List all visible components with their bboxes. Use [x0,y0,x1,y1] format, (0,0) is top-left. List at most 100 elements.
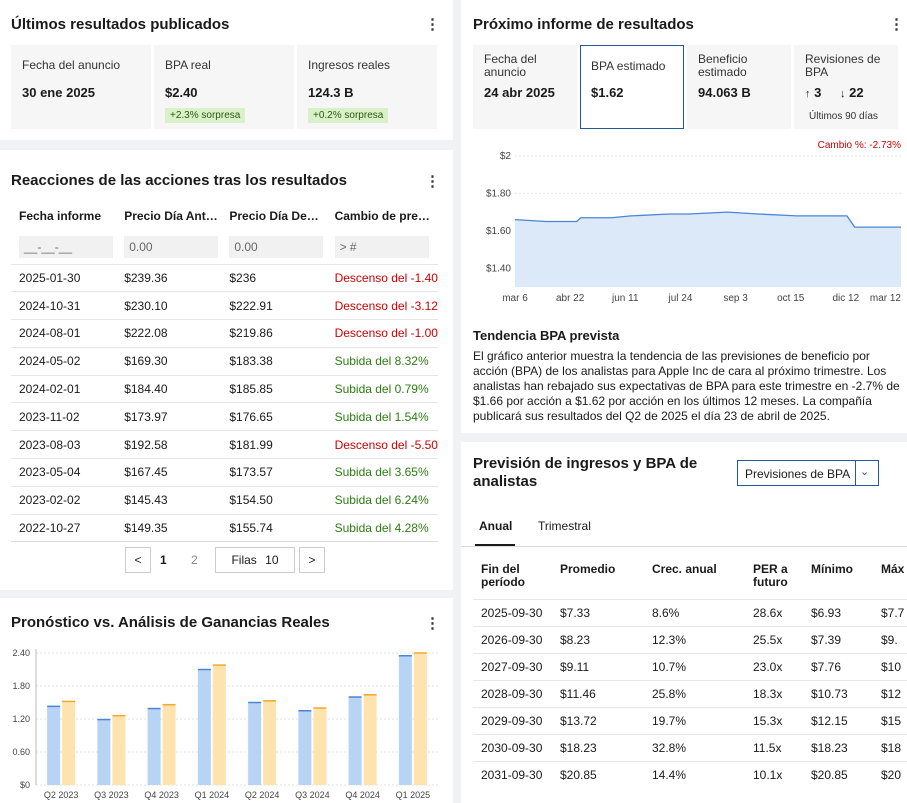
next-report-title: Próximo informe de resultados [473,16,694,33]
x-tick-label: mar 12 [870,293,902,304]
estimate-bar [47,706,60,785]
page-2-button[interactable]: 2 [191,553,198,567]
estimate-bar [399,656,412,785]
y-tick-label: $0 [20,780,30,790]
col-price-after[interactable]: Precio Día De… [221,202,326,230]
x-tick-label: Q2 2023 [44,790,79,800]
table-row: 2029-09-30 $13.72 19.7% 15.3x $12.15 $15 [473,707,907,734]
x-tick-label: Q1 2024 [195,790,230,800]
estimate-bar [148,709,161,785]
col-annual-growth[interactable]: Crec. anual [644,554,745,599]
table-row: 2023-05-04 $167.45 $173.57 Subida del 3.65% [11,459,438,487]
col-average[interactable]: Promedio [552,554,644,599]
actual-bar [364,695,377,785]
actual-bar [213,665,226,785]
rows-per-page-select[interactable]: Filas 10 [215,547,295,573]
estimate-bar [198,670,211,786]
filter-price-after-input[interactable]: 0.00 [229,236,323,258]
kpi-next-date: Fecha del anuncio 24 abr 2025 [473,45,577,129]
latest-results-card: Últimos resultados publicados ⋮ Fecha de… [0,0,453,140]
latest-results-title: Últimos resultados publicados [11,16,229,33]
surprise-badge: +2.3% sorpresa [165,108,245,123]
x-tick-label: Q2 2024 [245,790,280,800]
filter-change-input[interactable]: > # [335,236,429,258]
actual-bar [263,701,276,785]
col-minimum[interactable]: Mínimo [803,554,873,599]
arrow-up-icon: ↑ [805,88,811,100]
reactions-title: Reacciones de las acciones tras los resu… [11,172,347,189]
tab-quarterly[interactable]: Trimestral [538,519,591,533]
chevron-down-icon: ⌄ [860,465,869,478]
kpi-profit-estimate: Beneficio estimado 94.063 B [687,45,791,129]
next-report-card: Próximo informe de resultados ⋮ Fecha de… [461,0,907,433]
estimate-bar [97,720,110,785]
x-tick-label: dic 12 [833,293,860,304]
eps-trend-area [515,212,901,287]
y-tick-label: 0.60 [12,747,30,757]
surprise-badge: +0.2% sorpresa [308,108,388,123]
more-options-icon[interactable]: ⋮ [425,17,437,32]
revisions-up: ↑ 3 [805,85,821,100]
actual-bar [414,653,427,785]
col-maximum[interactable]: Máx [873,554,907,599]
x-tick-label: mar 6 [502,293,528,304]
y-tick-label: $2 [500,151,512,162]
kpi-eps-actual: BPA real $2.40 +2.3% sorpresa [154,45,294,129]
forecast-vs-actual-card: Pronóstico vs. Análisis de Ganancias Rea… [0,598,453,803]
analyst-forecast-title: Previsión de ingresos y BPA de analistas [473,455,723,491]
arrow-down-icon: ↓ [840,88,846,100]
page-1-button[interactable]: 1 [160,553,167,567]
y-tick-label: $1.80 [486,188,511,199]
filter-date-input[interactable]: __-__-__ [19,236,113,258]
reactions-table: Fecha informe Precio Día Ant… Precio Día… [11,202,438,542]
next-page-button[interactable]: > [299,547,325,573]
kpi-eps-estimate[interactable]: BPA estimado $1.62 [580,45,684,129]
actual-bar [163,705,176,785]
x-tick-label: Q4 2023 [144,790,179,800]
x-tick-label: Q3 2023 [94,790,129,800]
x-tick-label: Q1 2025 [396,790,431,800]
col-report-date[interactable]: Fecha informe [11,202,116,230]
revisions-period-note: Últimos 90 días [809,111,878,122]
filter-price-before-input[interactable]: 0.00 [124,236,218,258]
x-tick-label: abr 22 [556,293,585,304]
table-row: 2022-10-27 $149.35 $155.74 Subida del 4.28% [11,514,438,542]
more-options-icon[interactable]: ⋮ [889,17,901,32]
table-row: 2025-09-30 $7.33 8.6% 28.6x $6.93 $7.7 [473,599,907,626]
x-tick-label: oct 15 [777,293,805,304]
table-row: 2027-09-30 $9.11 10.7% 23.0x $7.76 $10 [473,653,907,680]
table-row: 2023-02-02 $145.43 $154.50 Subida del 6.24% [11,486,438,514]
more-options-icon[interactable]: ⋮ [425,174,437,189]
col-period-end[interactable]: Fin del período [473,554,552,599]
eps-trend-title: Tendencia BPA prevista [473,328,619,343]
col-price-before[interactable]: Precio Día Ant… [116,202,221,230]
table-row: 2025-01-30 $239.36 $236 Descenso del -1.40 [11,264,438,292]
table-row: 2023-08-03 $192.58 $181.99 Descenso del -5.… [11,431,438,459]
prev-page-button[interactable]: < [125,547,151,573]
x-tick-label: jun 11 [611,293,639,304]
kpi-announce-date: Fecha del anuncio 30 ene 2025 [11,45,151,129]
table-row: 2028-09-30 $11.46 25.8% 18.3x $10.73 $12 [473,680,907,707]
y-tick-label: 1.80 [12,681,30,691]
x-tick-label: jul 24 [667,293,692,304]
y-tick-label: $1.60 [486,226,511,237]
x-tick-label: sep 3 [723,293,748,304]
estimate-bar [298,711,311,785]
table-row: 2024-05-02 $169.30 $183.38 Subida del 8.32% [11,347,438,375]
table-row: 2024-02-01 $184.40 $185.85 Subida del 0.79% [11,375,438,403]
y-tick-label: 2.40 [12,648,30,658]
forecast-type-dropdown[interactable]: Previsiones de BPA ⌄ [737,460,879,486]
table-row: 2024-08-01 $222.08 $219.86 Descenso del -1.… [11,320,438,348]
x-tick-label: Q3 2024 [295,790,330,800]
table-row: 2024-10-31 $230.10 $222.91 Descenso del -3.… [11,292,438,320]
y-tick-label: $1.40 [486,263,511,274]
col-forward-pe[interactable]: PER a futuro [745,554,803,599]
col-price-change[interactable]: Cambio de pre… [327,202,438,230]
eps-trend-area-chart: $1.40 $1.60 $1.80 $2 mar 6 abr 22 jun 11 jul 24… [461,140,907,320]
analyst-forecast-table: Fin del período Promedio Crec. anual PER… [473,554,907,788]
kpi-revenue-actual: Ingresos reales 124.3 B +0.2% sorpresa [297,45,437,129]
table-row: 2030-09-30 $18.23 32.8% 11.5x $18.23 $18 [473,734,907,761]
actual-bar [112,716,125,785]
actual-bar [62,701,75,785]
tab-annual[interactable]: Anual [479,519,512,533]
